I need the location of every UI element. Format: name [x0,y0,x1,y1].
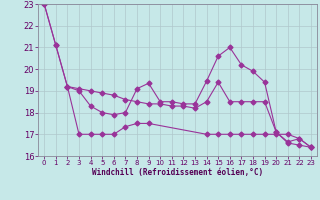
X-axis label: Windchill (Refroidissement éolien,°C): Windchill (Refroidissement éolien,°C) [92,168,263,177]
